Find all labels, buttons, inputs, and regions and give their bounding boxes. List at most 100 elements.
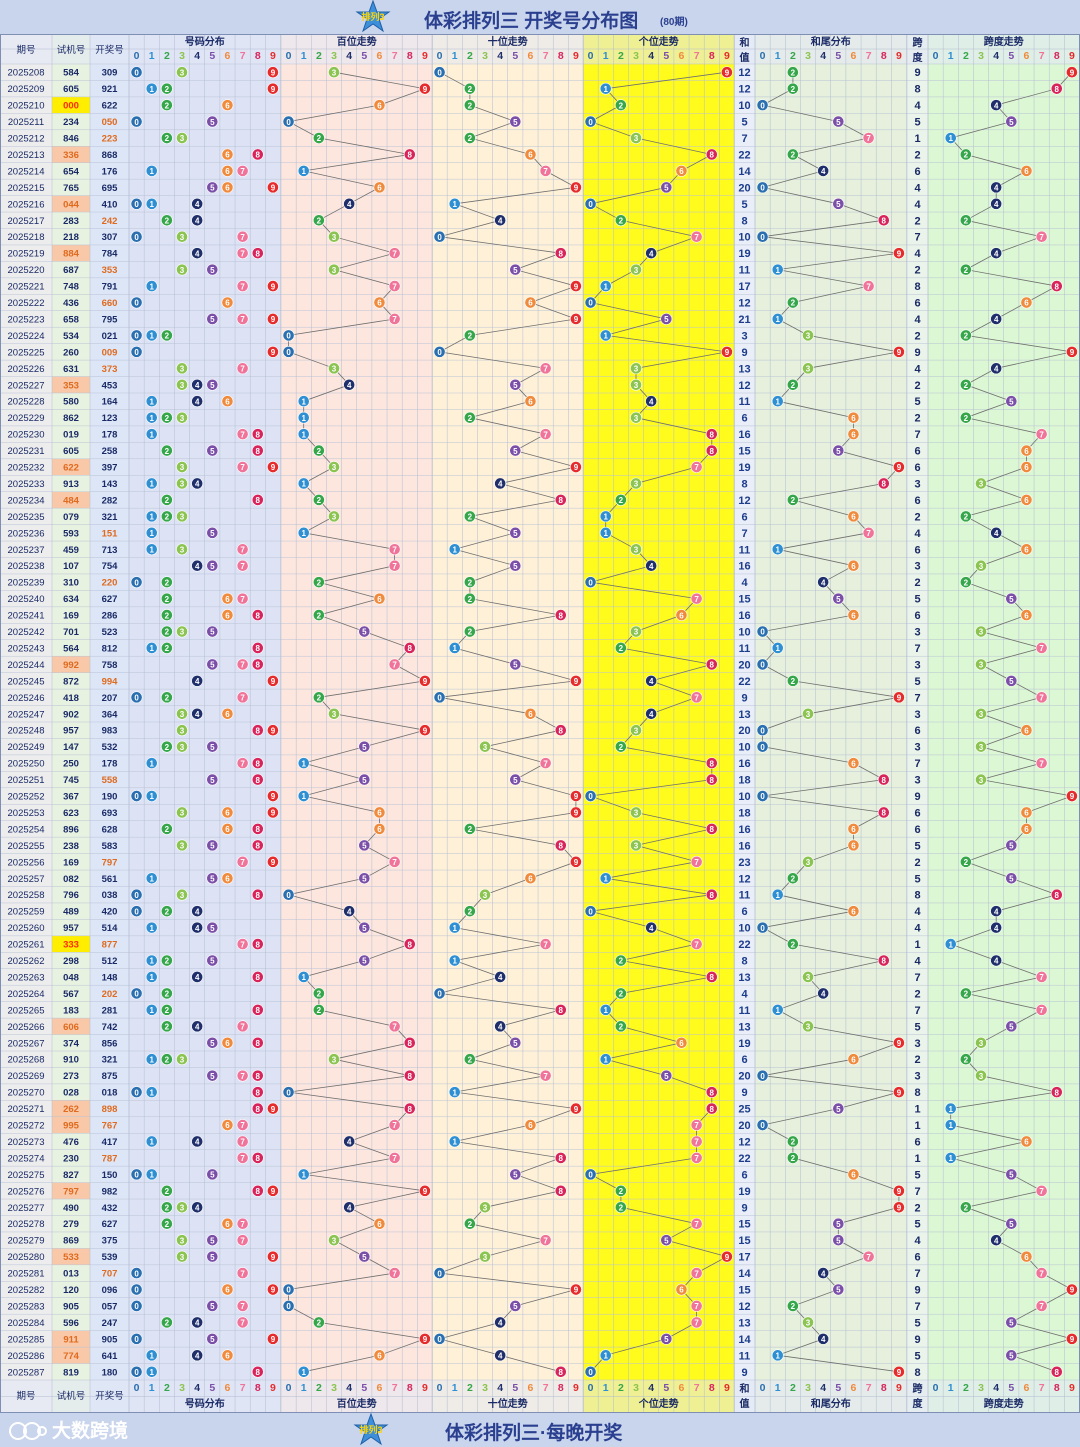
dist-ball-digit: 2	[165, 644, 170, 653]
span-cell: 8	[914, 1367, 920, 1379]
trial-cell: 745	[63, 775, 80, 786]
span-ball	[1020, 444, 1033, 457]
span-ball-digit: 3	[979, 1072, 984, 1081]
units-ball-digit: 5	[664, 184, 669, 193]
dist-ball	[191, 674, 204, 687]
units-ball	[645, 247, 658, 260]
dist-ball-digit: 9	[271, 1187, 276, 1196]
hundreds-ball	[358, 1250, 371, 1263]
units-ball-digit: 7	[694, 1269, 699, 1278]
dist-ball-digit: 8	[256, 973, 261, 982]
header-digit: 0	[134, 1382, 140, 1394]
tens-ball	[554, 1184, 567, 1197]
trial-cell: 147	[63, 742, 79, 753]
draw-cell: 321	[102, 512, 119, 523]
tens-ball	[479, 740, 491, 753]
sum-tail-ball-digit: 0	[760, 924, 765, 933]
span-ball	[1035, 1300, 1048, 1312]
logo-text: 排列3	[361, 11, 384, 22]
trial-cell: 353	[63, 380, 79, 391]
span-ball-digit: 2	[964, 151, 969, 160]
tens-ball	[494, 1316, 507, 1329]
dist-ball	[206, 1250, 219, 1263]
dist-ball-digit: 8	[256, 611, 261, 620]
tens-ball-digit: 9	[574, 184, 579, 193]
span-ball-digit: 4	[994, 924, 999, 933]
dist-ball-digit: 1	[149, 1088, 154, 1097]
period-cell: 2025265	[8, 1005, 45, 1016]
units-ball-digit: 8	[710, 759, 715, 768]
dist-ball-digit: 8	[256, 249, 261, 258]
dist-ball	[145, 82, 158, 95]
tens-ball	[570, 280, 582, 292]
sum-tail-ball	[893, 1036, 905, 1049]
period-cell: 2025254	[8, 824, 45, 835]
dist-ball-digit: 1	[149, 513, 154, 522]
span-cell: 6	[914, 446, 920, 458]
sum-tail-ball-digit: 3	[806, 332, 811, 341]
span-ball	[959, 510, 972, 523]
dist-ball-digit: 6	[225, 151, 230, 160]
span-cell: 9	[914, 347, 920, 359]
hundreds-ball	[343, 1201, 356, 1214]
sum-tail-ball-digit: 4	[821, 167, 826, 176]
units-ball	[630, 625, 642, 638]
header-digit: 4	[346, 1382, 352, 1394]
tens-ball	[494, 1349, 507, 1362]
tens-ball	[509, 1300, 522, 1312]
hundreds-ball	[358, 954, 371, 967]
hundreds-ball	[312, 1003, 325, 1016]
dist-ball-digit: 7	[240, 1319, 245, 1328]
sum-cell: 15	[738, 594, 750, 606]
draw-cell: 514	[102, 923, 119, 934]
units-ball-digit: 1	[603, 529, 608, 538]
draw-cell: 921	[102, 84, 119, 95]
header-digit: 1	[603, 50, 609, 62]
hundreds-ball-digit: 3	[332, 365, 337, 374]
dist-ball-digit: 9	[271, 85, 276, 94]
tens-ball	[524, 1119, 537, 1131]
dist-ball	[130, 1086, 143, 1099]
tens-ball	[554, 1152, 567, 1164]
dist-ball-digit: 0	[134, 907, 139, 916]
dist-ball	[236, 559, 249, 572]
dist-ball	[191, 971, 204, 983]
dist-ball-digit: 3	[180, 726, 185, 735]
hundreds-ball-digit: 7	[392, 545, 397, 554]
dist-ball-digit: 9	[271, 809, 276, 818]
dist-ball-digit: 7	[240, 1023, 245, 1032]
header-span-bottom: 度	[913, 1397, 924, 1410]
dist-ball-digit: 4	[195, 249, 200, 258]
units-ball-digit: 3	[634, 842, 639, 851]
tens-ball	[539, 1069, 552, 1082]
trial-cell: 169	[63, 857, 79, 868]
dist-ball	[206, 526, 219, 539]
period-cell: 2025244	[8, 660, 45, 671]
sum-tail-ball-digit: 0	[760, 1072, 765, 1081]
trial-cell: 623	[63, 808, 79, 819]
dist-ball	[236, 1217, 249, 1230]
units-ball	[705, 1086, 718, 1099]
units-ball	[599, 510, 612, 523]
draw-cell: 050	[102, 117, 118, 128]
tens-ball-digit: 8	[559, 1154, 564, 1163]
sum-tail-ball-digit: 0	[760, 184, 765, 193]
hundreds-ball-digit: 5	[362, 1253, 367, 1262]
hundreds-ball	[312, 132, 325, 144]
units-ball-digit: 5	[664, 1072, 669, 1081]
dist-ball-digit: 5	[210, 447, 215, 456]
sum-tail-ball	[832, 444, 845, 457]
sum-tail-ball-digit: 9	[897, 463, 902, 472]
dist-ball	[145, 526, 158, 539]
units-ball-digit: 3	[634, 480, 639, 489]
header-sum-top: 和	[739, 1382, 750, 1395]
units-ball-digit: 0	[588, 578, 593, 587]
draw-cell: 868	[102, 150, 118, 161]
dist-ball	[191, 1201, 204, 1214]
dist-ball-digit: 7	[240, 545, 245, 554]
header-digit: 1	[301, 50, 307, 62]
hundreds-ball-digit: 6	[377, 1220, 382, 1229]
sum-tail-ball-digit: 3	[806, 1023, 811, 1032]
dist-ball-digit: 1	[149, 414, 154, 423]
span-ball	[1005, 872, 1018, 885]
